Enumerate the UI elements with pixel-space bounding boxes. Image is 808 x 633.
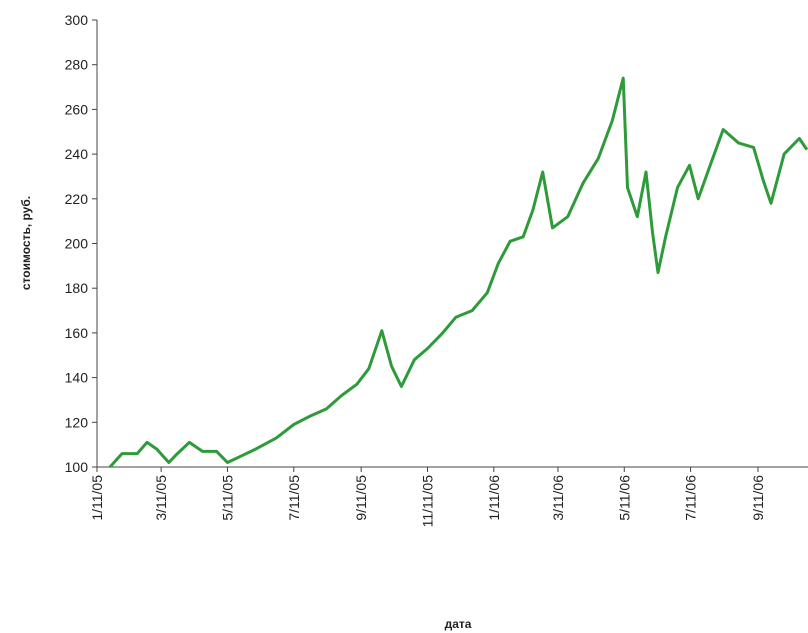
x-tick-label: 9/11/05	[353, 475, 369, 521]
y-tick-label: 200	[65, 236, 89, 252]
y-tick-label: 180	[65, 280, 89, 296]
series-line	[108, 76, 808, 469]
y-tick-label: 160	[65, 325, 89, 341]
x-axis-label: дата	[445, 617, 472, 631]
x-tick-label: 3/11/05	[153, 475, 169, 521]
x-tick-label: 3/11/06	[550, 475, 566, 521]
y-tick-label: 240	[65, 146, 89, 162]
x-tick-label: 5/11/05	[219, 475, 235, 521]
x-tick-label: 9/11/06	[750, 475, 766, 521]
y-tick-label: 100	[65, 459, 89, 475]
x-tick-label: 7/11/05	[286, 475, 302, 521]
y-tick-label: 280	[65, 57, 89, 73]
y-axis-label: стоимость, руб.	[19, 196, 33, 290]
y-tick-label: 220	[65, 191, 89, 207]
x-tick-label: 7/11/06	[683, 475, 699, 521]
y-tick-label: 300	[65, 12, 89, 28]
x-tick-label: 5/11/06	[616, 475, 632, 521]
y-tick-label: 140	[65, 370, 89, 386]
y-tick-label: 120	[65, 414, 89, 430]
x-tick-label: 1/11/05	[89, 475, 105, 521]
x-tick-label: 1/11/06	[486, 475, 502, 521]
y-tick-label: 260	[65, 101, 89, 117]
x-tick-label: 11/11/05	[419, 475, 435, 528]
